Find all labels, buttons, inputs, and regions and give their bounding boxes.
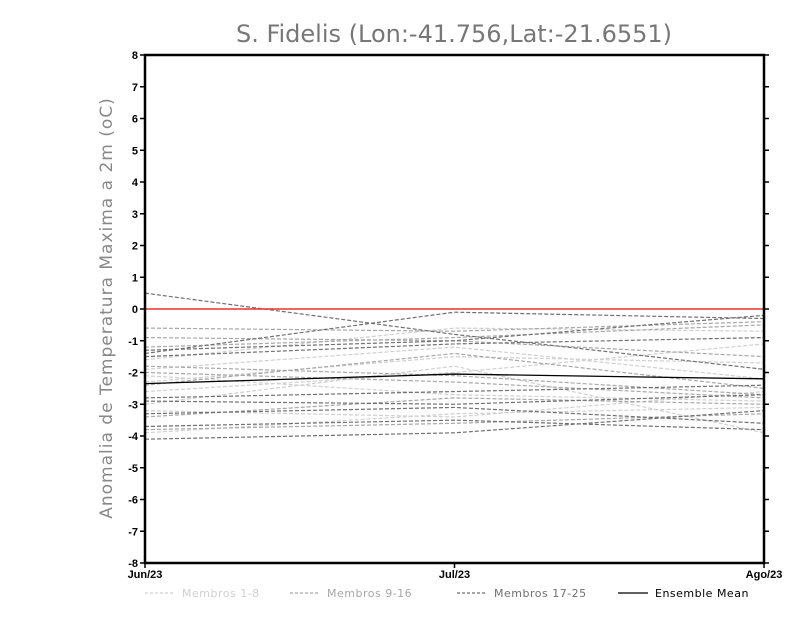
y-tick-label: 8 <box>132 50 138 62</box>
chart-title: S. Fidelis (Lon:-41.756,Lat:-21.6551) <box>236 20 672 48</box>
member-line-g1-4 <box>145 375 764 402</box>
member-line-g1-7 <box>145 343 764 393</box>
x-tick-label: Jul/23 <box>439 569 470 581</box>
y-tick-label: -3 <box>128 399 138 411</box>
member-line-g3-5 <box>145 406 764 424</box>
legend-label: Membros 9-16 <box>327 587 412 600</box>
y-tick-label: -7 <box>128 526 138 538</box>
member-line-g2-1 <box>145 321 764 332</box>
y-tick-label: 7 <box>132 82 138 94</box>
y-tick-label: 0 <box>132 304 138 316</box>
member-line-g1-5 <box>145 327 764 361</box>
y-axis-label: Anomalia de Temperatura Maxima a 2m (oC) <box>97 97 117 519</box>
y-tick-label: 1 <box>132 272 138 284</box>
member-line-g2-7 <box>145 365 764 396</box>
legend-label: Ensemble Mean <box>655 587 749 600</box>
legend: Membros 1-8 Membros 9-16 Membros 17-25 Ense… <box>145 587 749 600</box>
member-line-g2-3 <box>145 371 764 399</box>
member-line-g2-2 <box>145 324 764 348</box>
member-line-g1-8 <box>145 406 764 434</box>
member-line-g1-1 <box>145 356 764 383</box>
member-line-g1-2 <box>145 346 764 380</box>
y-tick-label: -6 <box>128 495 138 507</box>
y-tick-label: 2 <box>132 241 138 253</box>
member-line-g3-1 <box>145 292 764 370</box>
member-line-g2-8 <box>145 397 764 418</box>
y-tick-label: -8 <box>128 558 138 570</box>
member-line-g2-5 <box>145 413 764 431</box>
legend-label: Membros 1-8 <box>182 587 260 600</box>
y-tick-label: -5 <box>128 463 138 475</box>
ensemble-mean-line <box>145 373 764 385</box>
plot-area <box>145 292 764 440</box>
member-line-g1-6 <box>145 390 764 418</box>
member-line-g1-3 <box>145 365 764 434</box>
member-line-g3-3 <box>145 336 764 358</box>
member-line-g3-8 <box>145 394 764 405</box>
y-tick-label: 3 <box>132 209 138 221</box>
legend-label: Membros 17-25 <box>494 587 587 600</box>
member-line-g3-2 <box>145 311 764 355</box>
y-tick-label: -1 <box>128 336 138 348</box>
member-line-g3-4 <box>145 384 764 399</box>
axis-ticks: -8 -7 -6 -5 -4 -3 -2 -1 0 1 2 3 4 5 6 7 8 Jun/23 Jul/23 Ago… <box>128 50 783 581</box>
member-line-g3-9 <box>145 314 764 351</box>
x-tick-label: Ago/23 <box>746 569 783 581</box>
y-tick-label: 6 <box>132 114 138 126</box>
y-tick-label: 4 <box>132 177 139 189</box>
y-tick-label: -4 <box>128 431 139 443</box>
member-line-g3-6 <box>145 410 764 440</box>
y-tick-label: -2 <box>128 368 138 380</box>
y-tick-label: 5 <box>132 145 138 157</box>
x-tick-label: Jun/23 <box>128 569 163 581</box>
member-line-g3-7 <box>145 419 764 431</box>
